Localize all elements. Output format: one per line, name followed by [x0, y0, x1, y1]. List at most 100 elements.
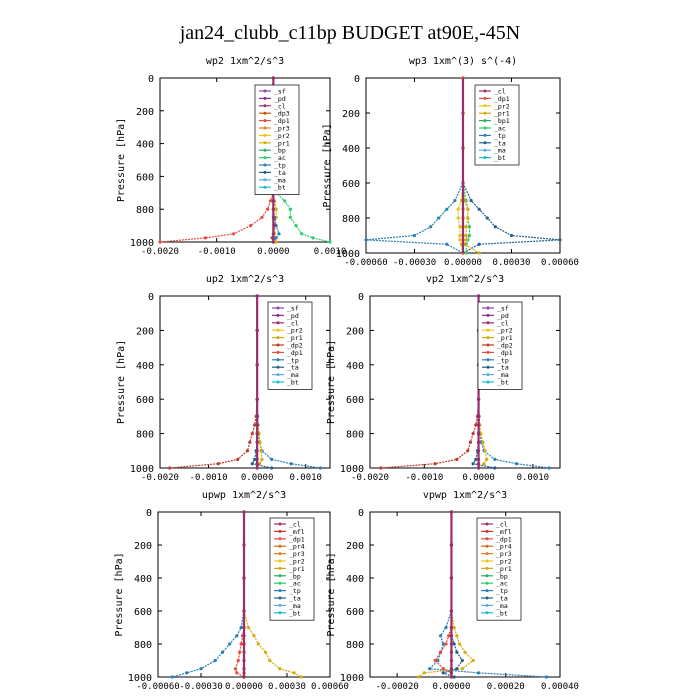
panel-title: vp2 1xm^2/s^3 [426, 274, 504, 285]
legend-label: _tp [497, 356, 509, 364]
y-tick-label: 0 [148, 292, 154, 303]
series-point_pr1 [257, 462, 262, 466]
series-point_tp [445, 207, 449, 211]
x-tick-label: -0.00030 [179, 682, 222, 692]
legend-marker [485, 611, 489, 615]
y-tick-label: 800 [136, 205, 154, 216]
series-point_pr1 [274, 207, 278, 211]
legend-marker [485, 581, 489, 585]
legend-label: _pr1 [494, 110, 510, 118]
legend: _sf_pd_cl_pr2_pr1_dp2_dp1_tp_ta_ma_bt [477, 301, 523, 390]
series-point_ta [474, 457, 478, 461]
x-tick-label: -0.00030 [393, 258, 436, 268]
series-point_tp [277, 232, 281, 236]
y-tick-label: 400 [346, 574, 364, 585]
series-point_tp [185, 671, 189, 675]
y-axis-label: Pressure [hPa] [326, 340, 337, 424]
series-point_tp [199, 667, 203, 671]
legend-marker [278, 552, 282, 556]
legend-marker [486, 336, 490, 340]
legend-box [254, 84, 300, 195]
series-point_tp [444, 625, 448, 630]
legend-label: _dp1 [287, 349, 303, 357]
legend-label: _pr3 [496, 550, 512, 558]
series-point_tp [318, 466, 322, 470]
plot-frame [369, 511, 561, 678]
series-point_pr1 [246, 625, 250, 630]
legend-marker [485, 552, 489, 556]
legend: _sf_pd_cl_dp3_dp1_pr3_pr2_pr1_bp_ac_tp_t… [254, 84, 300, 195]
series-point_tp [437, 216, 441, 220]
legend-marker [486, 306, 490, 310]
plot-frame [159, 77, 331, 243]
legend-label: _pr1 [289, 565, 305, 573]
series-point_tp [228, 642, 232, 646]
y-tick-label: 200 [346, 326, 364, 337]
legend-label: _ma [287, 371, 299, 379]
y-tick-label: 1000 [130, 238, 154, 249]
y-tick-label: 600 [134, 607, 152, 618]
legend-label: _ac [289, 580, 301, 588]
legend-marker [263, 133, 267, 137]
plot-frame [159, 295, 331, 469]
series-point_ta [455, 650, 459, 654]
panel-title: wp2 1xm^2/s^3 [206, 56, 284, 67]
x-tick-label: 0.0010 [289, 473, 322, 483]
series-line_tp [172, 512, 245, 678]
panel-title: vpwp 1xm^2/s^3 [423, 490, 507, 501]
legend-label: _ma [496, 602, 508, 610]
legend-label: _pr2 [274, 132, 290, 140]
y-tick-label: 200 [136, 107, 154, 118]
panel-title: up2 1xm^2/s^3 [206, 274, 284, 285]
series-point_pr2 [456, 207, 460, 211]
legend-label: _ac [496, 580, 508, 588]
legend-box [476, 517, 522, 621]
legend-label: _pd [274, 95, 286, 103]
series-point_dp1 [444, 642, 448, 646]
legend-marker [486, 365, 490, 369]
legend-marker [276, 373, 280, 377]
series-point_dp1 [232, 232, 236, 236]
legend-marker [483, 148, 487, 152]
series-point_pr1 [263, 650, 268, 654]
legend: _cl_mfl_dp1_pr4_pr3_pr2_pr1_bp_ac_tp_ta_… [476, 517, 522, 621]
legend-label: _ma [289, 602, 301, 610]
x-tick-label: -0.0020 [351, 473, 389, 483]
series-point_ac [464, 251, 468, 255]
series-point_dp1 [260, 215, 264, 219]
series-point_ta [469, 198, 473, 203]
series-point_dp2 [168, 466, 172, 470]
series-point_dp2 [471, 432, 475, 436]
x-tick-label: 0.00020 [487, 682, 525, 692]
legend-label: _dp1 [494, 95, 510, 103]
series-point_dp2 [245, 449, 250, 453]
series-point_ta [509, 233, 514, 238]
series-point_tp [476, 671, 481, 675]
legend-label: _mfl [289, 528, 305, 536]
series-point_pr2 [458, 225, 462, 229]
y-tick-label: 0 [358, 508, 364, 519]
series-point_dp2 [433, 462, 437, 466]
series-point_dp1 [236, 658, 240, 663]
legend-marker [485, 529, 489, 533]
y-tick-label: 800 [342, 214, 360, 225]
y-tick-label: 600 [136, 395, 154, 406]
legend-marker [485, 566, 489, 570]
y-axis-label: Pressure [hPa] [116, 340, 127, 424]
legend-marker [486, 321, 490, 325]
series-point_ac [294, 224, 298, 228]
series-point_ta [477, 242, 481, 246]
x-tick-label: 0.00030 [268, 682, 306, 692]
legend-marker [278, 537, 282, 541]
x-tick-label: -0.00060 [344, 258, 387, 268]
x-tick-label: -0.0010 [198, 247, 236, 257]
legend-label: _bt [497, 379, 509, 387]
x-tick-label: 0.00040 [541, 682, 579, 692]
x-tick-label: 0.00030 [493, 258, 531, 268]
legend-marker [263, 111, 267, 115]
legend-marker [483, 119, 487, 123]
y-tick-label: 600 [346, 395, 364, 406]
series-point_dp1 [203, 236, 207, 240]
legend-marker [276, 358, 280, 362]
series-line_dp2 [169, 296, 258, 469]
